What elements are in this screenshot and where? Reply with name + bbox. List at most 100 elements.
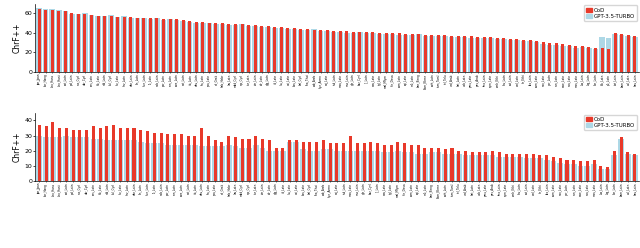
Bar bbox=[561, 44, 564, 72]
Bar bbox=[591, 164, 597, 181]
Bar bbox=[554, 45, 559, 72]
Bar bbox=[361, 151, 367, 181]
Bar bbox=[408, 152, 414, 181]
Bar bbox=[390, 34, 396, 72]
Bar bbox=[469, 155, 475, 181]
Bar bbox=[468, 38, 474, 72]
Bar bbox=[619, 35, 625, 72]
Bar bbox=[444, 35, 447, 72]
Bar bbox=[369, 142, 372, 181]
Bar bbox=[572, 160, 575, 181]
Bar bbox=[588, 47, 591, 72]
Bar bbox=[293, 28, 296, 72]
Bar bbox=[128, 18, 134, 72]
Bar bbox=[529, 40, 532, 72]
Bar bbox=[351, 33, 356, 72]
Bar bbox=[568, 45, 571, 72]
Bar bbox=[356, 143, 359, 181]
Bar bbox=[285, 29, 291, 72]
Bar bbox=[442, 36, 448, 72]
Bar bbox=[612, 34, 618, 72]
Bar bbox=[586, 48, 592, 72]
Bar bbox=[326, 30, 328, 72]
Bar bbox=[544, 160, 550, 181]
Bar bbox=[232, 146, 238, 181]
Bar bbox=[174, 20, 179, 72]
Bar bbox=[449, 37, 454, 72]
Bar bbox=[614, 33, 616, 72]
Bar bbox=[586, 161, 589, 181]
Bar bbox=[168, 19, 172, 72]
Bar bbox=[324, 31, 330, 72]
Bar bbox=[593, 160, 596, 181]
Bar bbox=[402, 152, 408, 181]
Bar bbox=[288, 140, 291, 181]
Bar bbox=[295, 140, 298, 181]
Bar bbox=[455, 37, 461, 72]
Bar bbox=[166, 134, 170, 181]
Bar bbox=[253, 145, 259, 181]
Bar bbox=[103, 16, 106, 72]
Bar bbox=[162, 19, 165, 72]
Bar bbox=[327, 149, 333, 181]
Bar bbox=[132, 128, 136, 181]
Bar bbox=[315, 142, 318, 181]
Bar bbox=[584, 166, 590, 181]
Bar bbox=[547, 45, 552, 72]
Bar bbox=[292, 29, 297, 72]
Bar bbox=[172, 145, 177, 181]
Bar bbox=[464, 151, 467, 181]
Bar bbox=[416, 34, 422, 72]
Bar bbox=[282, 148, 284, 181]
Bar bbox=[381, 152, 387, 181]
Bar bbox=[106, 126, 108, 181]
Bar bbox=[548, 43, 551, 72]
Bar bbox=[219, 146, 225, 181]
Bar bbox=[490, 155, 495, 181]
Bar bbox=[383, 145, 386, 181]
Bar bbox=[552, 157, 555, 181]
Bar bbox=[99, 128, 102, 181]
Bar bbox=[252, 26, 258, 72]
Bar bbox=[598, 169, 604, 181]
Bar bbox=[182, 20, 184, 72]
Bar bbox=[476, 37, 479, 72]
Bar bbox=[119, 128, 122, 181]
Bar bbox=[430, 148, 433, 181]
Bar bbox=[620, 34, 623, 72]
Bar bbox=[632, 37, 637, 72]
Bar bbox=[410, 145, 413, 181]
Bar bbox=[89, 15, 94, 72]
Bar bbox=[260, 148, 266, 181]
Bar bbox=[503, 157, 509, 181]
Bar bbox=[368, 151, 374, 181]
Bar bbox=[545, 155, 548, 181]
Bar bbox=[444, 149, 447, 181]
Bar bbox=[82, 13, 88, 72]
Bar bbox=[524, 158, 529, 181]
Bar bbox=[594, 48, 597, 72]
Bar bbox=[620, 137, 623, 181]
Bar bbox=[275, 148, 278, 181]
Bar bbox=[395, 151, 401, 181]
Bar bbox=[226, 145, 232, 181]
Bar bbox=[357, 32, 363, 72]
Bar bbox=[463, 36, 466, 72]
Bar bbox=[322, 140, 325, 181]
Bar bbox=[124, 140, 130, 181]
Bar bbox=[522, 40, 525, 72]
Bar bbox=[377, 34, 382, 72]
Bar bbox=[593, 49, 598, 72]
Bar bbox=[385, 33, 388, 72]
Bar bbox=[43, 9, 49, 72]
Bar bbox=[349, 136, 352, 181]
Bar bbox=[508, 40, 513, 72]
Bar bbox=[575, 46, 577, 72]
Bar bbox=[484, 152, 487, 181]
Bar bbox=[65, 128, 68, 181]
Bar bbox=[471, 152, 474, 181]
Bar bbox=[208, 23, 211, 72]
Bar bbox=[391, 33, 394, 72]
Bar bbox=[450, 36, 453, 72]
Bar bbox=[633, 154, 636, 181]
